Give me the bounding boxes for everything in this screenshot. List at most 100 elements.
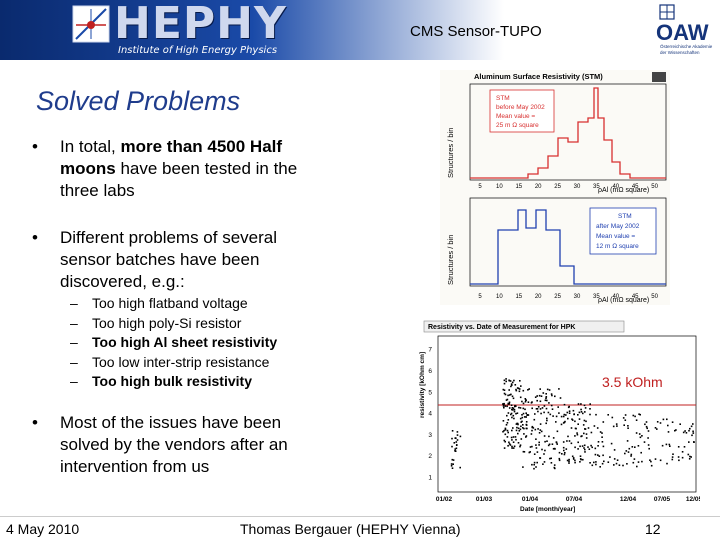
resist-scatter-point [645, 421, 648, 423]
resist-scatter-point [687, 453, 690, 456]
resist-scatter-point [566, 411, 569, 414]
resist-scatter-point [553, 447, 556, 450]
resist-scatter-point [505, 424, 508, 426]
resist-scatter-point [502, 405, 505, 407]
resist-scatter-point [527, 389, 529, 391]
stm-resistivity-histogram: Aluminum Surface Resistivity (STM) Struc… [440, 70, 670, 305]
oaw-crest-icon [659, 4, 675, 20]
resist-scatter-point [511, 381, 514, 384]
resist-scatter-point [568, 462, 570, 464]
bullet-text-segment: intervention from us [60, 457, 210, 476]
stm-upper-ylabel: Structures / bin [446, 128, 455, 178]
bullet-text-segment: In total, [60, 137, 121, 156]
resist-scatter-point [455, 441, 458, 443]
resist-scatter-point [507, 419, 510, 421]
resist-y-tick-label: 6 [428, 368, 432, 375]
resist-scatter-point [453, 442, 456, 444]
resist-scatter-point [618, 464, 621, 466]
resist-scatter-point [454, 437, 457, 439]
resist-scatter-point [659, 459, 662, 462]
resist-scatter-point [544, 399, 547, 402]
resist-scatter-point [598, 455, 601, 457]
resist-scatter-point [506, 405, 508, 408]
resist-scatter-point [543, 453, 545, 455]
stm-upper-histogram [470, 87, 666, 179]
resist-scatter-point [584, 451, 586, 453]
bullet-symbol: • [32, 228, 38, 247]
resist-scatter-point [547, 411, 550, 414]
resist-scatter-point [593, 425, 596, 427]
resist-scatter-point [526, 414, 529, 416]
resist-scatter-point [609, 456, 611, 458]
resist-scatter-point [612, 425, 615, 428]
stm-upper-legend-line: Mean value = [496, 113, 535, 120]
resist-scatter-point [615, 462, 618, 465]
resist-scatter-point [546, 419, 548, 422]
resist-scatter-point [519, 444, 522, 446]
resist-scatter-point [610, 442, 613, 445]
resist-scatter-point [564, 452, 566, 454]
resist-scatter-point [503, 392, 506, 395]
resist-scatter-point [525, 435, 528, 437]
resist-scatter-point [558, 451, 561, 454]
resist-scatter-point [521, 416, 524, 419]
resist-scatter-point [597, 454, 599, 456]
resist-scatter-point [524, 400, 527, 403]
stm-x-tick-label: 40 [612, 184, 619, 190]
resist-scatter-point [635, 432, 638, 434]
resist-scatter-point [511, 447, 513, 449]
resist-scatter-point [632, 414, 635, 417]
resist-scatter-point [539, 423, 542, 425]
resist-plot-title: Resistivity vs. Date of Measurement for … [428, 324, 575, 331]
resist-scatter-point [520, 438, 523, 440]
resist-scatter-point [503, 402, 505, 405]
stm-x-tick-label: 45 [632, 294, 639, 300]
resist-scatter-point [525, 427, 528, 430]
resist-scatter-point [459, 435, 462, 438]
resist-scatter-point [545, 393, 547, 395]
resist-scatter-point [581, 445, 584, 447]
resist-scatter-point [647, 430, 650, 432]
resist-scatter-point [504, 428, 507, 431]
resist-scatter-point [623, 424, 625, 426]
resist-scatter-point [503, 439, 506, 442]
resist-scatter-point [456, 434, 459, 436]
resist-scatter-point [567, 417, 569, 420]
resist-scatter-point [649, 459, 651, 461]
resist-scatter-point [522, 412, 525, 415]
bullet-text-segment: Most of the issues have been [60, 413, 282, 432]
sub-item-dash: – [70, 373, 78, 389]
resist-scatter-point [552, 448, 555, 450]
resist-scatter-point [522, 450, 525, 453]
resist-scatter-point [516, 412, 519, 414]
resist-y-tick-label: 7 [428, 347, 432, 354]
resist-scatter-point [539, 388, 541, 390]
resist-scatter-point [634, 415, 636, 418]
bullet-text-line: three labs [60, 180, 330, 202]
resist-scatter-point [519, 407, 522, 409]
resistivity-vs-date-plot: Resistivity vs. Date of Measurement for … [410, 318, 700, 513]
footer-presenter: Thomas Bergauer (HEPHY Vienna) [240, 521, 461, 537]
resist-scatter-point [459, 466, 461, 469]
resist-scatter-point [667, 424, 669, 427]
resist-scatter-point [456, 431, 459, 433]
resist-scatter-point [531, 463, 533, 466]
resist-scatter-point [529, 446, 532, 448]
resist-scatter-point [510, 393, 512, 396]
resist-scatter-point [568, 405, 570, 408]
resist-scatter-point [628, 447, 631, 450]
resist-scatter-point [456, 444, 458, 446]
sub-item-text: Too high Al sheet resistivity [92, 334, 278, 350]
resist-scatter-point [534, 428, 537, 431]
resist-scatter-point [563, 453, 566, 456]
resist-scatter-point [522, 466, 524, 468]
sub-item-dash: – [70, 334, 78, 350]
stm-upper-xlabel: ρAl (mΩ square) [598, 187, 649, 194]
resist-scatter-point [643, 441, 646, 443]
resist-scatter-point [679, 423, 681, 425]
resist-scatter-point [607, 461, 610, 463]
resist-scatter-point [548, 402, 550, 404]
resist-scatter-point [454, 448, 456, 450]
resist-scatter-point [583, 432, 585, 435]
resist-scatter-point [626, 463, 628, 465]
